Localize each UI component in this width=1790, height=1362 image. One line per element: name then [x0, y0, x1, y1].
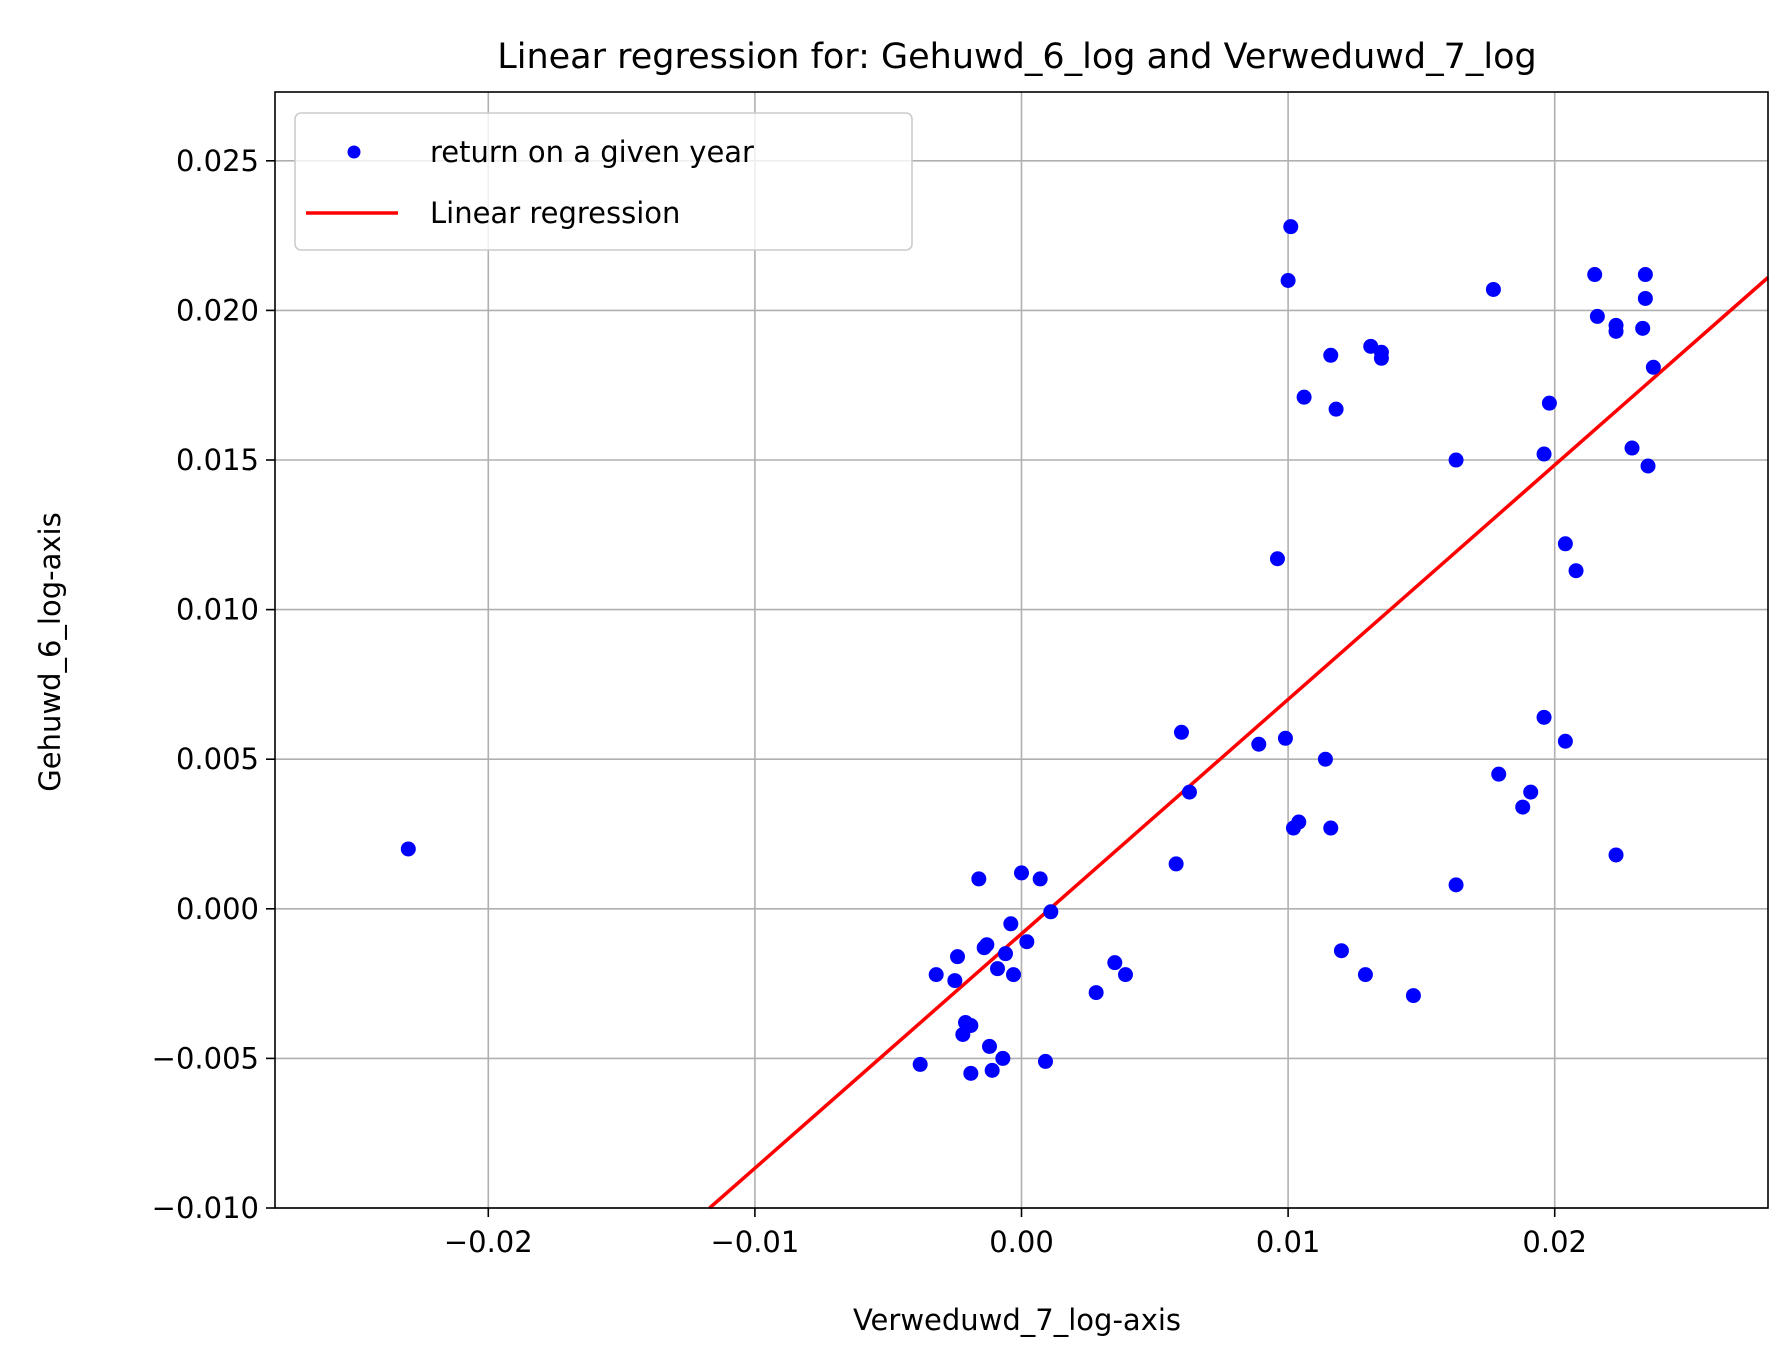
data-point — [1019, 934, 1035, 950]
regression-line-layer — [708, 276, 1770, 1210]
y-tick-label: 0.020 — [176, 293, 259, 327]
data-point — [1635, 320, 1651, 336]
y-axis-ticks: −0.010 −0.005 0.000 0.005 0.010 0.015 0.020 0.0… — [152, 144, 275, 1225]
data-point — [1491, 766, 1507, 782]
data-point — [950, 949, 966, 965]
y-tick-label: 0.015 — [176, 443, 259, 477]
data-point — [1333, 943, 1349, 959]
data-point — [947, 973, 963, 989]
data-point — [1181, 784, 1197, 800]
data-point — [1283, 219, 1299, 235]
data-point — [1448, 452, 1464, 468]
legend-label-scatter: return on a given year — [430, 135, 754, 169]
x-tick-label: −0.02 — [444, 1225, 533, 1259]
data-point — [979, 937, 995, 953]
data-point — [1037, 1053, 1053, 1069]
data-point — [400, 841, 416, 857]
x-tick-label: −0.01 — [710, 1225, 799, 1259]
data-point — [1608, 323, 1624, 339]
data-point — [982, 1038, 998, 1054]
data-point — [1323, 820, 1339, 836]
data-point — [1541, 395, 1557, 411]
data-point — [1317, 751, 1333, 767]
data-point — [1515, 799, 1531, 815]
x-tick-label: 0.02 — [1522, 1225, 1587, 1259]
data-point — [1277, 730, 1293, 746]
data-point — [1088, 985, 1104, 1001]
data-point — [1168, 856, 1184, 872]
y-axis-label: Gehuwd_6_log-axis — [33, 512, 67, 791]
data-point — [1323, 347, 1339, 363]
data-point — [1608, 847, 1624, 863]
data-points — [400, 219, 1661, 1081]
data-point — [1485, 281, 1501, 297]
data-point — [998, 946, 1014, 962]
data-point — [1291, 814, 1307, 830]
data-point — [1373, 344, 1389, 360]
data-point — [912, 1056, 928, 1072]
data-point — [1003, 916, 1019, 932]
data-point — [1523, 784, 1539, 800]
regression-line — [708, 276, 1770, 1210]
data-point — [1328, 401, 1344, 417]
legend-box — [294, 112, 913, 251]
legend-marker-icon — [347, 145, 361, 159]
data-point — [1557, 536, 1573, 552]
x-axis-ticks: −0.02 −0.01 0.00 0.01 0.02 — [444, 1208, 1587, 1259]
data-point — [1107, 955, 1123, 971]
data-point — [1637, 267, 1653, 283]
legend-label-regression: Linear regression — [430, 196, 680, 230]
data-point — [1589, 308, 1605, 324]
data-point — [963, 1017, 979, 1033]
data-point — [1536, 709, 1552, 725]
y-tick-label: 0.005 — [176, 742, 259, 776]
data-point — [1117, 967, 1133, 983]
x-tick-label: 0.01 — [1256, 1225, 1321, 1259]
x-tick-label: 0.00 — [989, 1225, 1054, 1259]
chart-title: Linear regression for: Gehuwd_6_log and … — [497, 37, 1537, 77]
data-point — [1448, 877, 1464, 893]
data-point — [928, 967, 944, 983]
data-point — [984, 1062, 1000, 1078]
data-point — [1357, 967, 1373, 983]
data-point — [1405, 988, 1421, 1004]
data-point — [1568, 563, 1584, 579]
data-point — [1032, 871, 1048, 887]
data-point — [995, 1050, 1011, 1066]
data-point — [1645, 359, 1661, 375]
y-tick-label: 0.025 — [176, 144, 259, 178]
data-point — [1269, 551, 1285, 567]
data-point — [1043, 904, 1059, 920]
data-point — [971, 871, 987, 887]
data-point — [1251, 736, 1267, 752]
data-point — [1006, 967, 1022, 983]
data-point — [1640, 458, 1656, 474]
data-point — [1536, 446, 1552, 462]
data-point — [1014, 865, 1029, 881]
data-point — [1173, 724, 1189, 740]
data-point — [963, 1065, 979, 1081]
x-axis-label: Verweduwd_7_log-axis — [853, 1303, 1181, 1337]
y-tick-label: −0.010 — [152, 1191, 259, 1225]
grid — [275, 92, 1768, 1209]
data-point — [1624, 440, 1640, 456]
y-tick-label: −0.005 — [152, 1041, 259, 1075]
data-point — [990, 961, 1006, 977]
y-tick-label: 0.010 — [176, 593, 259, 627]
data-point — [1587, 267, 1603, 283]
data-point — [1296, 389, 1312, 405]
data-point — [1280, 272, 1296, 288]
data-point — [1637, 290, 1653, 306]
data-point — [1557, 733, 1573, 749]
legend: return on a given year Linear regression — [294, 112, 913, 251]
y-tick-label: 0.000 — [176, 892, 259, 926]
